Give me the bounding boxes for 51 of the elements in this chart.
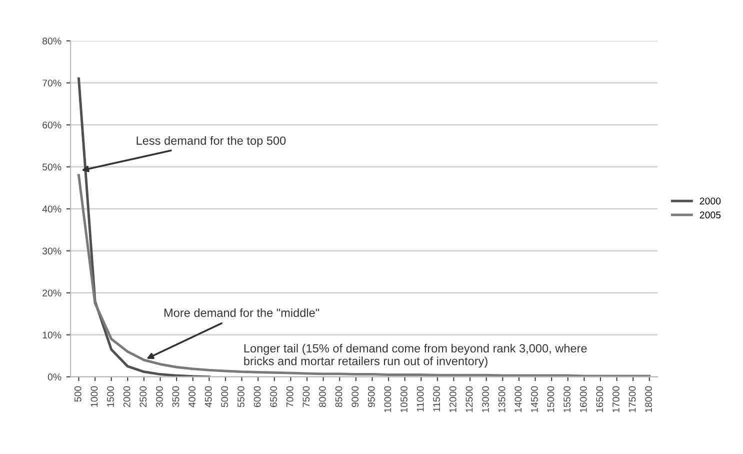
legend-label: 2005 bbox=[700, 212, 721, 218]
x-tick-label: 4000 bbox=[188, 386, 196, 408]
y-tick-label: 70% bbox=[42, 80, 62, 86]
x-tick-label: 18000 bbox=[645, 386, 652, 412]
y-tick-label: 60% bbox=[42, 122, 62, 128]
x-tick-label: 2000 bbox=[123, 386, 130, 407]
x-tick-label: 5500 bbox=[238, 386, 244, 408]
y-tick-label: 50% bbox=[42, 164, 62, 170]
x-tick-label: 10500 bbox=[400, 386, 408, 412]
x-tick-label: 1500 bbox=[107, 386, 114, 407]
x-tick-label: 8500 bbox=[335, 386, 342, 408]
x-tick-label: 1000 bbox=[90, 386, 98, 407]
x-tick-label: 6500 bbox=[270, 386, 278, 407]
x-tick-label: 11500 bbox=[433, 386, 440, 412]
annotation: Longer tail (15% of demand come from beyond rank 3,000, where bricks and mortar retailers run out of inventory) bbox=[244, 344, 587, 368]
x-tick-label: 16500 bbox=[596, 386, 604, 412]
x-tick-label: 3000 bbox=[156, 386, 163, 408]
y-tick-label: 40% bbox=[42, 206, 62, 212]
x-tick-label: 15500 bbox=[564, 386, 570, 412]
annotation: Less demand for the top 500 bbox=[136, 136, 286, 148]
x-tick-label: 14000 bbox=[514, 386, 522, 412]
x-tick-label: 9500 bbox=[368, 386, 375, 408]
line-series bbox=[77, 174, 651, 377]
x-tick-label: 13500 bbox=[498, 386, 506, 412]
x-tick-label: 3500 bbox=[172, 386, 180, 408]
x-tick-label: 17000 bbox=[612, 386, 620, 412]
x-tick-label: 10000 bbox=[384, 386, 392, 412]
y-tick-label: 20% bbox=[42, 290, 62, 296]
x-tick-label: 12500 bbox=[466, 386, 473, 412]
x-tick-label: 4500 bbox=[204, 386, 212, 408]
x-tick-label: 13000 bbox=[482, 386, 489, 412]
annotation: More demand for the "middle" bbox=[164, 308, 320, 317]
x-tick-label: 7500 bbox=[302, 386, 310, 407]
x-tick-label: 2500 bbox=[140, 386, 147, 407]
y-tick-label: 0% bbox=[48, 374, 62, 380]
x-tick-label: 500 bbox=[74, 386, 82, 402]
y-tick-label: 80% bbox=[42, 38, 62, 44]
x-tick-label: 12000 bbox=[449, 386, 456, 412]
x-tick-label: 7000 bbox=[286, 386, 294, 407]
x-tick-label: 9000 bbox=[352, 386, 359, 408]
x-tick-label: 16000 bbox=[580, 386, 587, 412]
legend-label: 2000 bbox=[700, 198, 721, 204]
x-tick-label: 17500 bbox=[628, 386, 636, 412]
x-tick-label: 14500 bbox=[530, 386, 538, 412]
x-tick-label: 11000 bbox=[416, 386, 424, 412]
y-tick-label: 10% bbox=[42, 332, 62, 338]
x-tick-label: 5000 bbox=[221, 386, 228, 408]
x-tick-label: 15000 bbox=[547, 386, 554, 412]
y-tick-label: 30% bbox=[42, 248, 62, 254]
x-tick-label: 6000 bbox=[254, 386, 261, 407]
x-tick-label: 8000 bbox=[319, 386, 326, 408]
